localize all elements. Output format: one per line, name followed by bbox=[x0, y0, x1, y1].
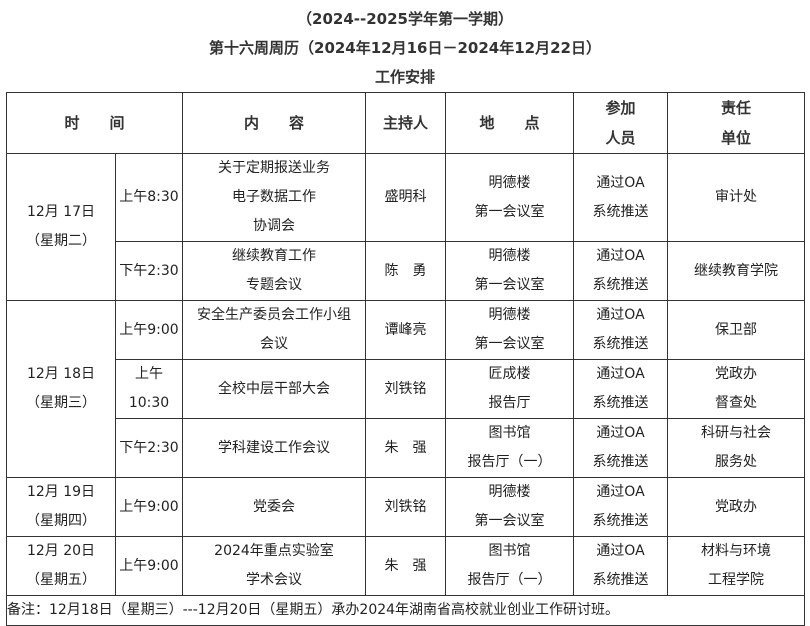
unit-cell: 保卫部 bbox=[667, 300, 805, 360]
time-cell: 上午9:00 bbox=[115, 536, 183, 596]
content-cell: 全校中层干部大会 bbox=[182, 359, 366, 419]
unit-cell: 党政办 督查处 bbox=[667, 359, 805, 419]
host-cell: 刘铁铭 bbox=[365, 359, 446, 419]
host-cell: 朱 强 bbox=[365, 418, 446, 478]
table-row: 下午2:30 学科建设工作会议朱 强图书馆 报告厅（一） 通过OA 系统推送 科研与社… bbox=[7, 418, 805, 478]
time-cell: 上午9:00 bbox=[115, 477, 183, 537]
note-text: 备注：12月18日（星期三）---12月20日（星期五）承办2024年湖南省高校… bbox=[6, 595, 805, 626]
host-cell: 谭峰亮 bbox=[365, 300, 446, 360]
unit-cell: 党政办 bbox=[667, 477, 805, 537]
place-cell: 明德楼 第一会议室 bbox=[445, 300, 574, 360]
content-cell: 安全生产委员会工作小组 会议 bbox=[182, 300, 366, 360]
place-cell: 图书馆 报告厅（一） bbox=[445, 418, 574, 478]
header-host: 主持人 bbox=[365, 92, 446, 154]
table-row: 上午 10:30 全校中层干部大会 刘铁铭 匠成楼 报告厅 通过OA 系统推送 党政办 督… bbox=[7, 359, 805, 419]
place-cell: 明德楼 第一会议室 bbox=[445, 477, 574, 537]
table-row: 12月 19日 （星期四） 上午9:00 党委会 刘铁铭 明德楼 第一会议室 通过OA 系… bbox=[6, 477, 805, 537]
table-row: 下午2:30 继续教育工作 专题会议陈 勇明德楼 第一会议室 通过OA 系统推送 继续… bbox=[7, 241, 805, 301]
header-place: 地 点 bbox=[445, 92, 574, 154]
content-cell: 关于定期报送业务 电子数据工作 协调会 bbox=[182, 153, 366, 242]
content-cell: 2024年重点实验室 学术会议 bbox=[182, 536, 366, 596]
header-content: 内 容 bbox=[182, 92, 366, 154]
host-cell: 陈 勇 bbox=[365, 241, 446, 301]
time-cell: 下午2:30 bbox=[115, 418, 183, 478]
date-cell: 12月 19日 （星期四） bbox=[6, 477, 116, 537]
table-row: 12月 20日 （星期五） 上午9:00 2024年重点实验室 学术会议朱 强图书馆… bbox=[6, 536, 805, 596]
place-cell: 图书馆 报告厅（一） bbox=[445, 536, 574, 596]
date-cell: 12月 18日 （星期三） bbox=[6, 300, 116, 478]
header-unit: 责任 单位 bbox=[667, 92, 805, 154]
host-cell: 刘铁铭 bbox=[365, 477, 446, 537]
header-attendees: 参加 人员 bbox=[573, 92, 668, 154]
week-calendar-title: 第十六周周历（2024年12月16日－2024年12月22日） bbox=[209, 39, 601, 57]
attendees-cell: 通过OA 系统推送 bbox=[573, 536, 668, 596]
attendees-cell: 通过OA 系统推送 bbox=[573, 477, 668, 537]
content-cell: 党委会 bbox=[182, 477, 366, 537]
content-cell: 继续教育工作 专题会议 bbox=[182, 241, 366, 301]
date-cell: 12月 17日 （星期二） bbox=[6, 153, 116, 301]
place-cell: 匠成楼 报告厅 bbox=[445, 359, 574, 419]
attendees-cell: 通过OA 系统推送 bbox=[573, 241, 668, 301]
header-row: 时 间 内 容 主持人 地 点 参加 人员 责任 单位 bbox=[6, 92, 805, 154]
unit-cell: 科研与社会 服务处 bbox=[667, 418, 805, 478]
unit-cell: 继续教育学院 bbox=[667, 241, 805, 301]
table-row: 12月 18日 （星期三） 上午9:00 安全生产委员会工作小组 会议 谭峰亮 明德楼 … bbox=[6, 300, 805, 478]
header-time: 时 间 bbox=[6, 92, 183, 154]
place-cell: 明德楼 第一会议室 bbox=[445, 153, 574, 242]
schedule-heading: 工作安排 bbox=[374, 68, 435, 86]
host-cell: 朱 强 bbox=[365, 536, 446, 596]
semester-title: （2024--2025学年第一学期） bbox=[297, 10, 513, 28]
note-row: 备注：12月18日（星期三）---12月20日（星期五）承办2024年湖南省高校… bbox=[6, 595, 805, 626]
table-row: 12月 17日 （星期二） 上午8:30 关于定期报送业务 电子数据工作 协调会 盛明… bbox=[6, 153, 805, 301]
attendees-cell: 通过OA 系统推送 bbox=[573, 153, 668, 242]
attendees-cell: 通过OA 系统推送 bbox=[573, 418, 668, 478]
time-cell: 下午2:30 bbox=[115, 241, 183, 301]
unit-cell: 审计处 bbox=[667, 153, 805, 242]
content-cell: 学科建设工作会议 bbox=[182, 418, 366, 478]
place-cell: 明德楼 第一会议室 bbox=[445, 241, 574, 301]
host-cell: 盛明科 bbox=[365, 153, 446, 242]
time-cell: 上午9:00 bbox=[115, 300, 183, 360]
time-cell: 上午 10:30 bbox=[115, 359, 183, 419]
schedule-table: 时 间 内 容 主持人 地 点 参加 人员 责任 单位 12月 17日 （星期二… bbox=[6, 92, 805, 626]
date-cell: 12月 20日 （星期五） bbox=[6, 536, 116, 596]
unit-cell: 材料与环境 工程学院 bbox=[667, 536, 805, 596]
time-cell: 上午8:30 bbox=[115, 153, 183, 242]
attendees-cell: 通过OA 系统推送 bbox=[573, 359, 668, 419]
attendees-cell: 通过OA 系统推送 bbox=[573, 300, 668, 360]
